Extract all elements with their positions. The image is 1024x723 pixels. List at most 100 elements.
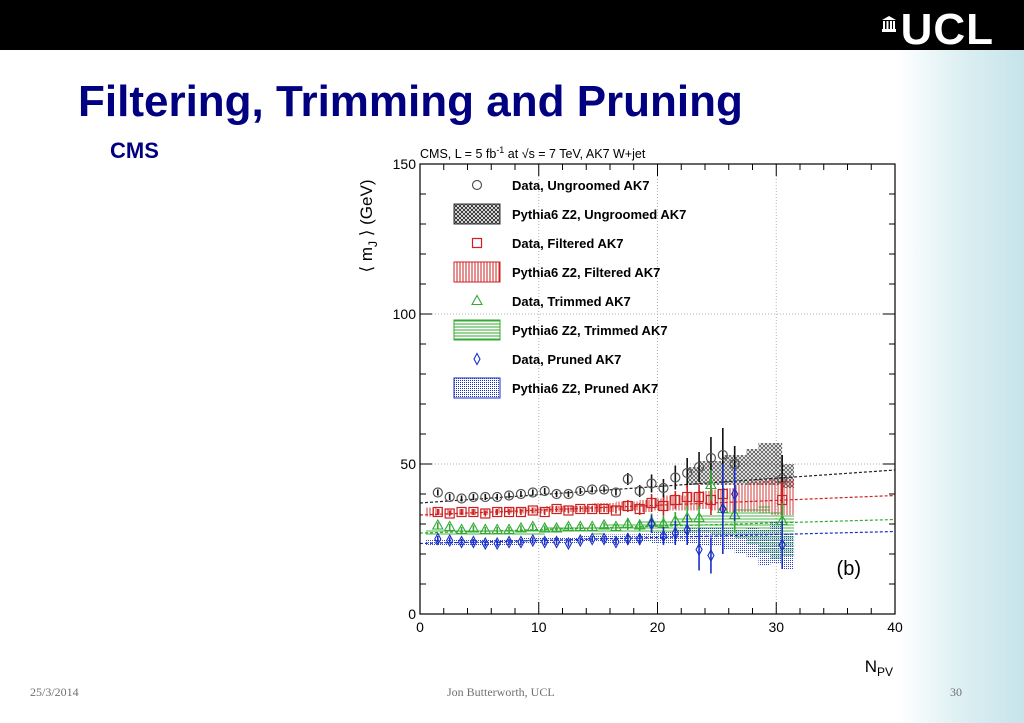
data-point-pruned xyxy=(624,532,632,546)
logo-text: UCL xyxy=(900,5,994,54)
mc-band-ungroomed xyxy=(687,443,795,488)
mc-bin-filtered xyxy=(473,509,486,515)
mc-bin-trimmed xyxy=(722,512,735,536)
mc-bin-trimmed xyxy=(568,527,581,533)
footer-date: 25/3/2014 xyxy=(30,685,79,699)
x-tick-label: 0 xyxy=(416,619,424,635)
fit-line-ungroomed xyxy=(419,469,896,504)
mc-bin-filtered xyxy=(675,495,688,511)
mc-bin-filtered xyxy=(710,489,723,511)
legend-label: Pythia6 Z2, Ungroomed AK7 xyxy=(512,207,686,222)
mc-bin-ungroomed xyxy=(687,467,700,485)
mc-bin-filtered xyxy=(592,503,605,512)
data-point-pruned xyxy=(552,535,561,549)
mc-bin-pruned xyxy=(722,528,735,550)
mc-bin-filtered xyxy=(437,509,450,515)
data-point-trimmed xyxy=(598,518,610,530)
mc-bin-trimmed xyxy=(497,528,510,535)
data-series-pruned xyxy=(434,464,786,574)
mc-bin-pruned xyxy=(437,539,450,545)
data-point-pruned xyxy=(683,523,691,537)
mc-bin-filtered xyxy=(497,507,510,514)
fit-line-pruned xyxy=(419,530,896,545)
data-point-filtered xyxy=(515,506,527,518)
data-point-filtered xyxy=(575,503,586,515)
data-point-trimmed xyxy=(621,517,634,529)
x-tick-label: 30 xyxy=(768,619,784,635)
data-point-filtered xyxy=(622,500,633,512)
mc-bin-ungroomed xyxy=(782,464,795,488)
ucl-logo: UCL xyxy=(881,5,994,54)
y-tick-label: 150 xyxy=(393,156,417,172)
data-point-trimmed xyxy=(443,520,456,532)
data-point-trimmed xyxy=(503,523,515,535)
mc-bin-pruned xyxy=(687,528,700,544)
mc-bin-filtered xyxy=(770,479,783,515)
data-point-trimmed xyxy=(538,521,551,533)
legend-marker-filtered xyxy=(471,237,483,249)
mc-bin-ungroomed xyxy=(746,449,759,485)
data-point-pruned xyxy=(505,535,513,549)
mc-bin-pruned xyxy=(782,533,795,569)
mc-bin-pruned xyxy=(568,537,581,544)
mc-bin-trimmed xyxy=(663,519,676,532)
data-point-ungroomed xyxy=(670,472,681,483)
mc-bin-filtered xyxy=(758,480,771,514)
mc-bin-pruned xyxy=(473,539,486,545)
data-point-trimmed xyxy=(633,518,646,530)
data-point-pruned xyxy=(659,529,668,543)
data-point-ungroomed xyxy=(587,484,598,495)
data-point-pruned xyxy=(446,533,454,548)
mc-bin-trimmed xyxy=(449,530,462,536)
data-point-pruned xyxy=(576,533,584,548)
mc-bin-filtered xyxy=(734,485,747,512)
legend-label: Data, Trimmed AK7 xyxy=(512,294,631,309)
mc-bin-trimmed xyxy=(746,507,759,544)
data-point-filtered xyxy=(670,494,681,506)
data-point-filtered xyxy=(587,503,598,515)
data-point-trimmed xyxy=(705,478,717,490)
data-point-ungroomed xyxy=(456,493,467,504)
legend-label: Pythia6 Z2, Filtered AK7 xyxy=(512,265,660,280)
mc-bin-filtered xyxy=(746,482,759,512)
x-tick-label: 40 xyxy=(887,619,903,635)
data-point-filtered xyxy=(468,506,479,518)
mc-bin-pruned xyxy=(758,530,771,566)
data-point-pruned xyxy=(695,542,703,557)
data-point-pruned xyxy=(636,532,644,546)
data-point-filtered xyxy=(693,491,705,503)
data-point-pruned xyxy=(588,532,596,546)
fit-line-filtered xyxy=(419,494,896,516)
data-point-ungroomed xyxy=(622,473,633,485)
mc-bin-filtered xyxy=(568,506,581,512)
data-series-filtered xyxy=(432,476,788,519)
x-axis-label: NPV xyxy=(865,657,893,679)
mc-bin-trimmed xyxy=(687,516,700,532)
mc-bin-ungroomed xyxy=(734,455,747,485)
fit-line-trimmed xyxy=(419,518,896,534)
mc-bin-filtered xyxy=(449,509,462,515)
data-point-filtered xyxy=(551,503,562,515)
mc-bin-trimmed xyxy=(699,515,711,533)
data-point-pruned xyxy=(600,532,608,546)
data-point-ungroomed xyxy=(575,485,586,497)
data-point-trimmed xyxy=(693,511,705,523)
data-point-ungroomed xyxy=(717,449,728,461)
legend-label: Pythia6 Z2, Trimmed AK7 xyxy=(512,323,668,338)
data-point-filtered xyxy=(527,505,538,516)
mc-bin-pruned xyxy=(663,531,676,544)
data-point-trimmed xyxy=(550,521,563,533)
data-point-ungroomed xyxy=(551,488,562,500)
chart-title: CMS, L = 5 fb-1 at √s = 7 TeV, AK7 W+jet xyxy=(420,145,646,161)
data-point-pruned xyxy=(541,535,549,549)
background-gradient-band xyxy=(896,50,1024,723)
data-point-filtered xyxy=(646,497,657,509)
mc-bin-pruned xyxy=(746,527,759,557)
data-point-ungroomed xyxy=(444,491,455,503)
footer-page-number: 30 xyxy=(950,685,962,699)
data-point-pruned xyxy=(457,535,466,549)
mc-bin-pruned xyxy=(675,530,688,542)
mc-bin-pruned xyxy=(734,530,747,554)
data-point-ungroomed xyxy=(503,490,515,501)
data-point-filtered xyxy=(444,508,455,519)
